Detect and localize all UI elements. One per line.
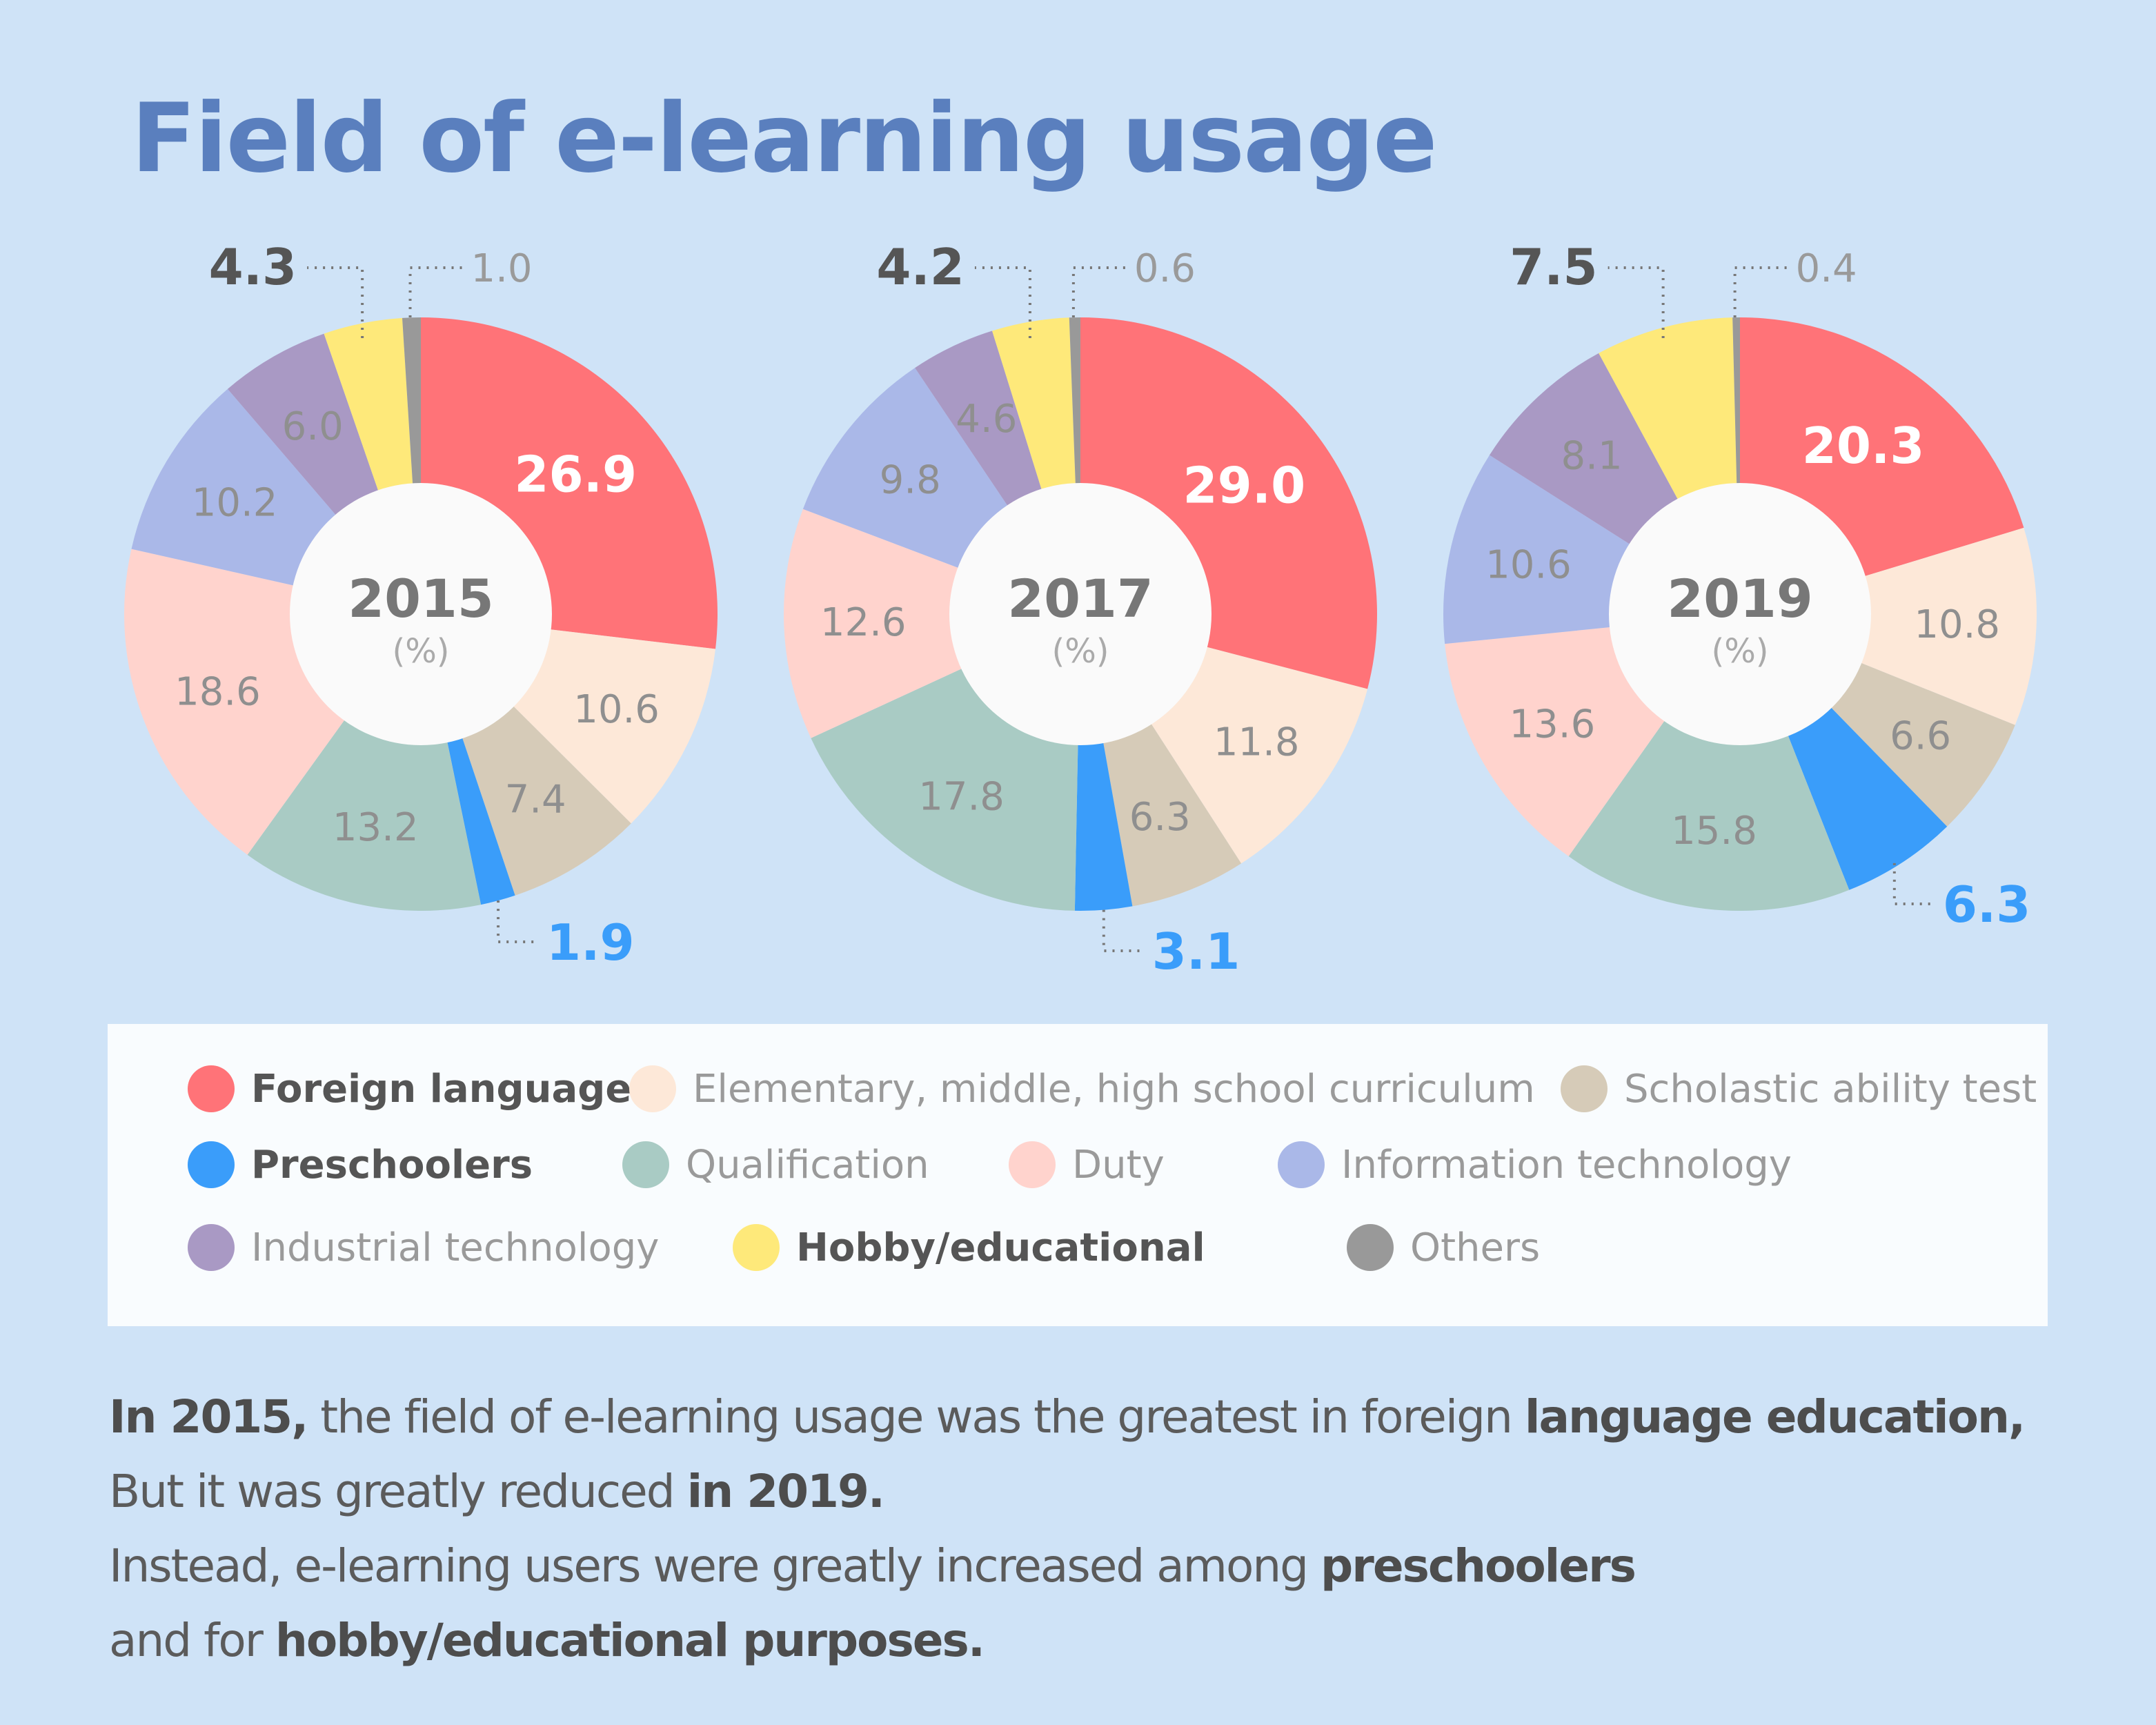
value-label-foreign-language: 29.0	[1183, 457, 1306, 515]
legend-item-duty: Duty	[1009, 1141, 1165, 1188]
legend-item-scholastic-test: Scholastic ability test	[1561, 1065, 2037, 1112]
leader-line	[1733, 266, 1790, 317]
legend-item-industrial-technology: Industrial technology	[188, 1224, 659, 1271]
value-label-foreign-language: 26.9	[514, 446, 637, 504]
legend-label: Information technology	[1341, 1142, 1792, 1187]
legend-item-school-curriculum: Elementary, middle, high school curricul…	[629, 1065, 1535, 1112]
value-label-others: 0.4	[1796, 246, 1857, 291]
legend-swatch	[1009, 1141, 1056, 1188]
value-label-hobby-educational: 4.3	[209, 238, 297, 296]
slice-duty	[783, 509, 1080, 738]
value-label-information-technology: 10.2	[192, 481, 278, 526]
leader-line	[1102, 909, 1145, 952]
note-text: and for	[109, 1614, 275, 1667]
legend-swatch	[188, 1065, 235, 1112]
legend-item-preschoolers: Preschoolers	[188, 1141, 533, 1188]
legend-swatch	[188, 1224, 235, 1271]
note-bold: language education,	[1524, 1390, 2026, 1443]
legend-swatch	[1561, 1065, 1608, 1112]
value-label-scholastic-test: 7.4	[505, 778, 566, 822]
legend-swatch	[733, 1224, 780, 1271]
unit-label: (%)	[392, 632, 449, 671]
legend-swatch	[629, 1065, 676, 1112]
legend-label: Preschoolers	[251, 1142, 533, 1187]
page-title: Field of e-learning usage	[131, 83, 1438, 194]
legend-item-qualification: Qualification	[622, 1141, 929, 1188]
note-bold: preschoolers	[1321, 1539, 1636, 1593]
leader-line	[408, 266, 466, 317]
value-label-qualification: 17.8	[918, 775, 1005, 820]
value-label-others: 0.6	[1134, 246, 1196, 291]
legend: Foreign language Elementary, middle, high…	[108, 1024, 2048, 1326]
legend-item-foreign-language: Foreign language	[188, 1065, 631, 1112]
donut-2019: 20.3 10.8 6.6 6.3 15.8 13.6 10.6 8.1 7.5 0.4 2019(…	[1443, 238, 2037, 934]
legend-swatch	[622, 1141, 669, 1188]
legend-label: Qualification	[686, 1142, 929, 1187]
note-bold: In 2015,	[109, 1390, 308, 1443]
legend-label: Hobby/educational	[796, 1225, 1205, 1270]
value-label-preschoolers: 6.3	[1943, 876, 2031, 934]
leader-line	[1608, 266, 1665, 338]
unit-label: (%)	[1051, 632, 1109, 671]
legend-label: Duty	[1072, 1142, 1165, 1187]
donut-2017: 29.0 11.8 6.3 3.1 17.8 12.6 9.8 4.6 4.2 0.6 2017(%…	[783, 238, 1377, 980]
value-label-school-curriculum: 10.6	[573, 687, 660, 732]
value-label-qualification: 15.8	[1671, 809, 1757, 854]
value-label-preschoolers: 1.9	[546, 914, 635, 972]
value-label-information-technology: 10.6	[1485, 542, 1572, 587]
summary-text: In 2015, the field of e-learning usage w…	[109, 1380, 2026, 1678]
value-label-scholastic-test: 6.3	[1129, 795, 1191, 840]
note-text: But it was greatly reduced	[109, 1465, 687, 1518]
legend-label: Others	[1410, 1225, 1541, 1270]
legend-swatch	[188, 1141, 235, 1188]
value-label-qualification: 13.2	[333, 805, 419, 850]
year-label: 2019	[1667, 568, 1813, 629]
note-text: the field of e-learning usage was the gr…	[307, 1390, 1525, 1443]
leader-line	[1071, 266, 1129, 317]
leader-line	[497, 900, 540, 943]
note-text: Instead, e-learning users were greatly i…	[109, 1539, 1321, 1593]
unit-label: (%)	[1711, 632, 1768, 671]
slice-qualification	[1568, 614, 1850, 911]
note-bold: in 2019.	[686, 1465, 885, 1518]
legend-label: Foreign language	[251, 1066, 632, 1112]
donut-2015: 26.9 10.6 7.4 1.9 13.2 18.6 10.26.0 4.3 1.0 2015(…	[123, 238, 718, 972]
legend-item-information-technology: Information technology	[1278, 1141, 1792, 1188]
legend-swatch	[1347, 1224, 1394, 1271]
value-label-preschoolers: 3.1	[1152, 923, 1240, 980]
legend-item-others: Others	[1347, 1224, 1540, 1271]
value-label-duty: 13.6	[1510, 702, 1596, 747]
year-label: 2017	[1007, 568, 1154, 629]
donut-hole	[290, 483, 552, 745]
value-label-others: 1.0	[471, 246, 533, 291]
legend-label: Elementary, middle, high school curricul…	[693, 1066, 1535, 1112]
year-label: 2015	[348, 568, 494, 629]
note-bold: hobby/educational purposes.	[275, 1614, 985, 1667]
value-label-school-curriculum: 10.8	[1914, 602, 2000, 647]
legend-label: Industrial technology	[251, 1225, 660, 1270]
value-label-scholastic-test: 6.6	[1890, 713, 1951, 758]
value-label-duty: 12.6	[820, 600, 907, 645]
value-label-school-curriculum: 11.8	[1214, 720, 1300, 765]
donut-hole	[1609, 483, 1871, 745]
value-label-information-technology: 9.8	[880, 457, 941, 502]
legend-swatch	[1278, 1141, 1325, 1188]
value-label-hobby-educational: 7.5	[1510, 238, 1598, 296]
legend-label: Scholastic ability test	[1624, 1066, 2037, 1112]
value-label-industrial-technology: 6.0	[282, 404, 344, 449]
slice-school-curriculum	[1740, 527, 2037, 725]
donut-hole	[949, 483, 1211, 745]
value-label-duty: 18.6	[175, 670, 261, 715]
leader-line	[1892, 862, 1936, 905]
value-label-hobby-educational: 4.2	[876, 238, 965, 296]
legend-item-hobby-educational: Hobby/educational	[733, 1224, 1205, 1271]
value-label-industrial-technology: 4.6	[956, 397, 1017, 442]
value-label-foreign-language: 20.3	[1802, 417, 1925, 475]
value-label-industrial-technology: 8.1	[1561, 434, 1623, 479]
donut-charts: 26.910.67.41.913.218.610.26.04.3 1.02015(…	[123, 238, 2037, 980]
